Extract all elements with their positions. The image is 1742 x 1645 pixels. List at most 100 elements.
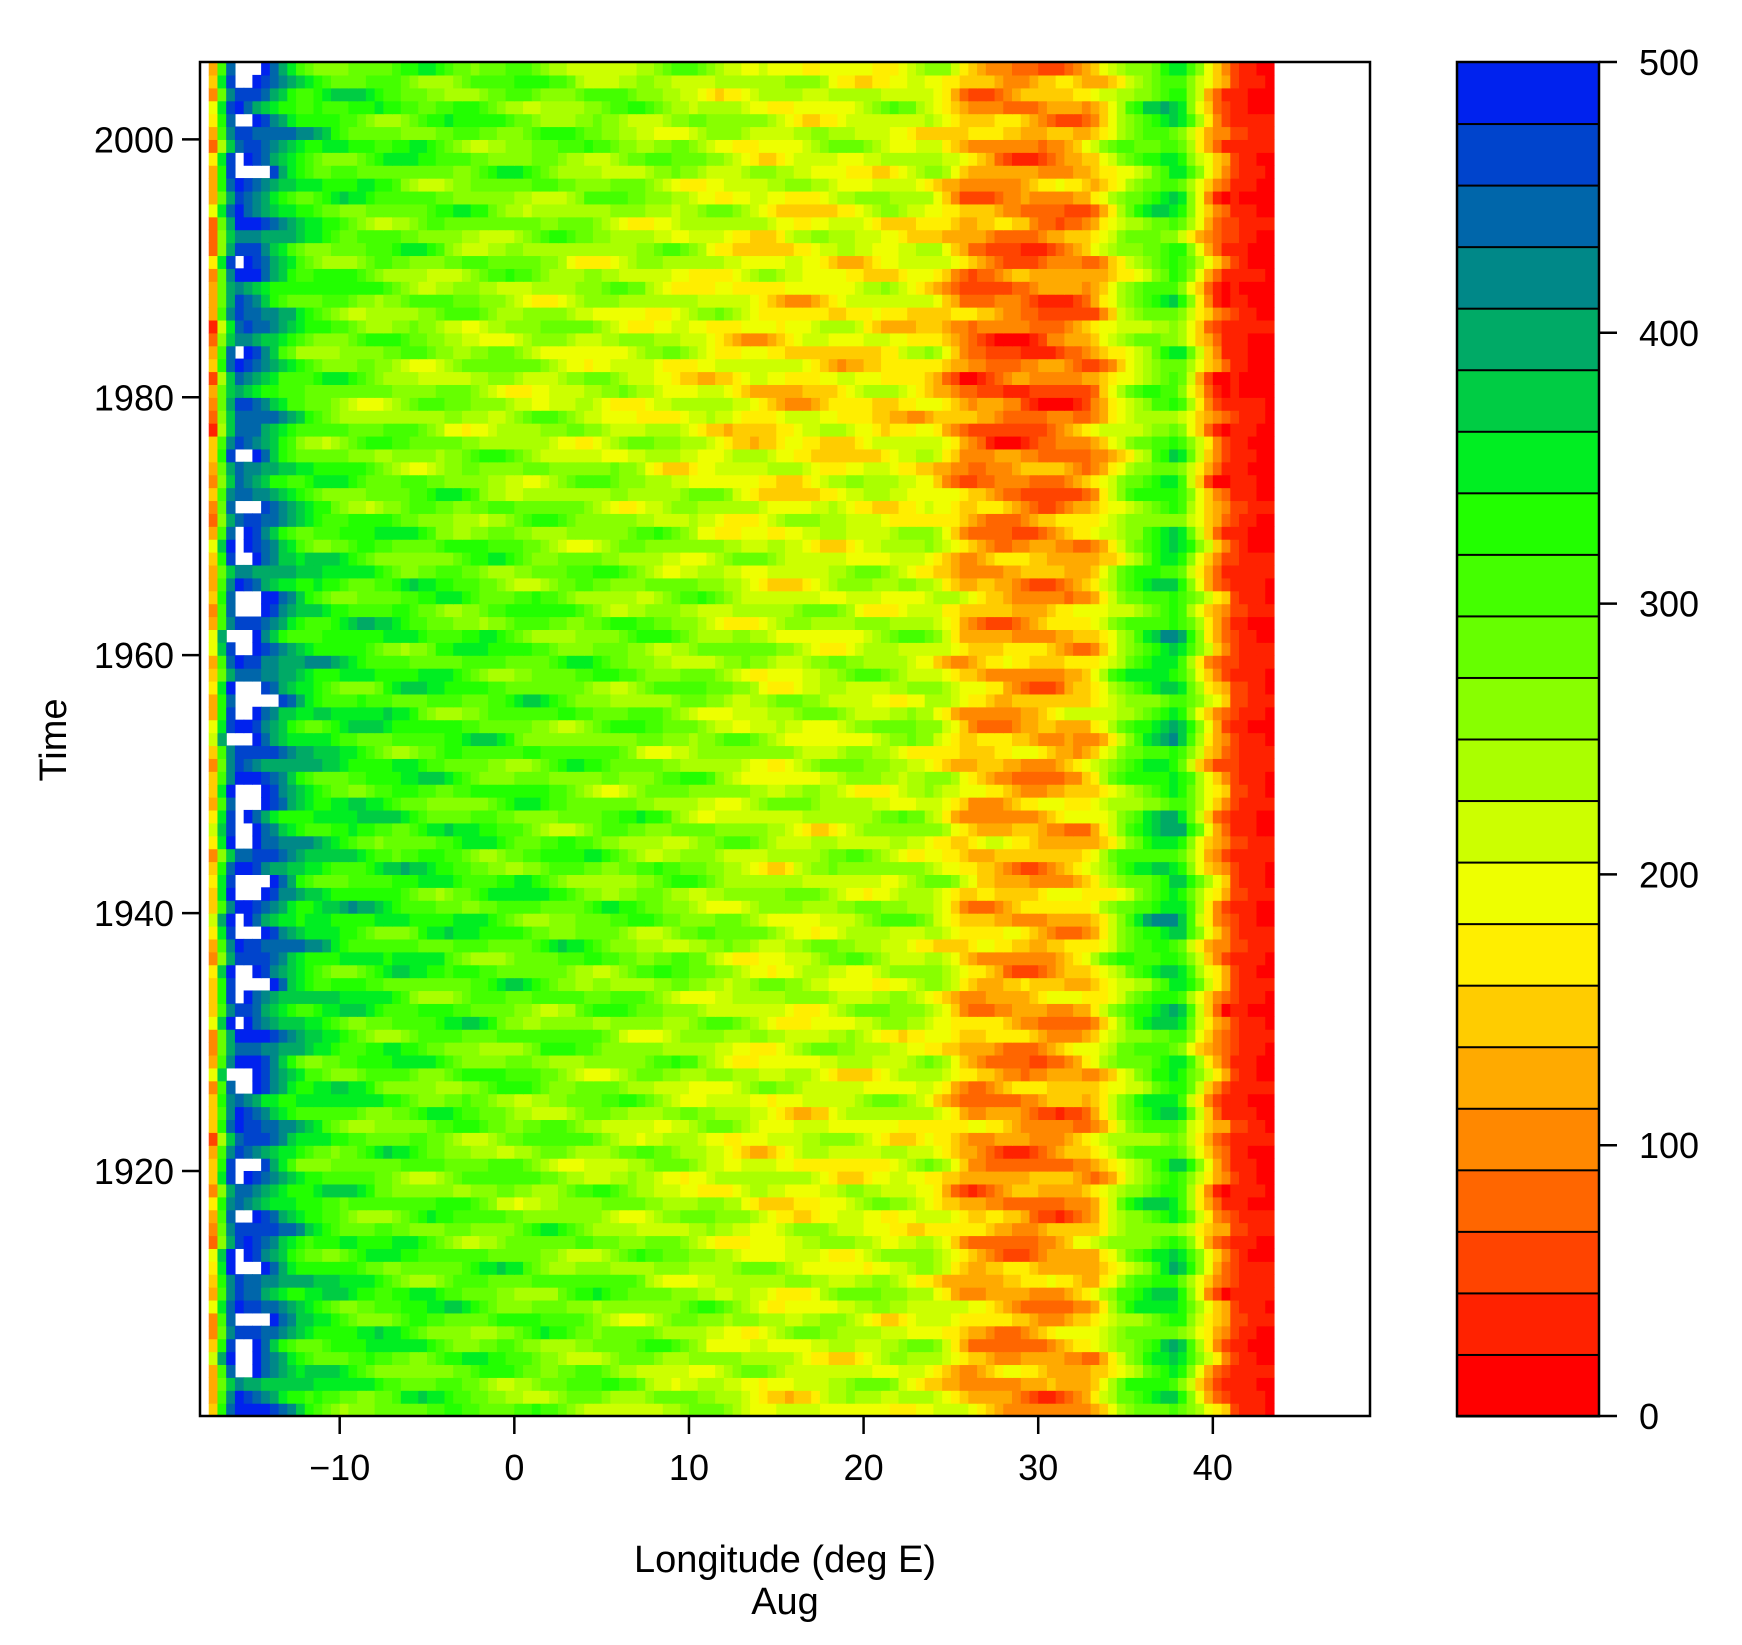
heatmap-cell <box>1064 1042 1074 1056</box>
heatmap-cell <box>819 1196 830 1211</box>
heatmap-cell <box>549 1274 559 1288</box>
heatmap-cell <box>217 977 227 992</box>
heatmap-cell <box>1134 913 1144 927</box>
heatmap-cell <box>688 887 699 901</box>
heatmap-cell <box>287 1390 297 1404</box>
heatmap-cell <box>1247 1196 1258 1211</box>
heatmap-cell <box>872 1312 882 1327</box>
heatmap-cell <box>374 1132 384 1146</box>
heatmap-cell <box>706 1132 716 1146</box>
heatmap-cell <box>1108 1325 1118 1340</box>
heatmap-cell <box>968 1209 978 1224</box>
heatmap-cell <box>1177 1261 1188 1275</box>
heatmap-cell <box>330 1364 341 1378</box>
heatmap-cell <box>566 1351 577 1366</box>
heatmap-cell <box>261 1145 271 1159</box>
heatmap-cell <box>881 1093 891 1108</box>
heatmap-cell <box>278 1132 288 1146</box>
heatmap-cell <box>1116 1042 1127 1056</box>
heatmap-cell <box>1151 887 1162 901</box>
heatmap-cell <box>627 990 638 1004</box>
heatmap-cell <box>942 1029 952 1043</box>
heatmap-cell <box>1134 1274 1144 1288</box>
heatmap-cell <box>907 1054 917 1069</box>
heatmap-cell <box>531 1325 542 1340</box>
heatmap-cell <box>636 900 646 914</box>
heatmap-cell <box>409 1170 419 1185</box>
heatmap-cell <box>1046 1080 1057 1095</box>
heatmap-cell <box>1012 1377 1022 1391</box>
heatmap-cell <box>601 913 611 927</box>
heatmap-cell <box>217 1183 227 1198</box>
heatmap-cell <box>374 887 384 901</box>
heatmap-cell <box>837 1145 847 1159</box>
heatmap-cell <box>435 1287 446 1301</box>
heatmap-cell <box>453 1093 463 1108</box>
heatmap-cell <box>296 1287 306 1301</box>
heatmap-cell <box>392 1106 402 1121</box>
heatmap-cell <box>400 1093 411 1108</box>
heatmap-cell <box>1046 913 1057 927</box>
heatmap-cell <box>296 964 306 979</box>
heatmap-cell <box>610 1080 620 1095</box>
heatmap-cell <box>348 925 358 940</box>
heatmap-cell <box>776 1003 786 1017</box>
heatmap-cell <box>750 938 760 953</box>
heatmap-cell <box>1003 1106 1013 1121</box>
heatmap-cell <box>1081 1132 1092 1146</box>
heatmap-cell <box>968 1106 978 1121</box>
heatmap-cell <box>322 1183 332 1198</box>
heatmap-cell <box>601 1235 611 1249</box>
heatmap-cell <box>383 913 393 927</box>
heatmap-cell <box>907 1235 917 1249</box>
heatmap-cell <box>400 1029 411 1043</box>
heatmap-cell <box>418 1351 428 1366</box>
heatmap-cell <box>863 1067 873 1082</box>
heatmap-cell <box>968 1364 978 1378</box>
heatmap-cell <box>348 1325 358 1340</box>
heatmap-cell <box>357 951 367 966</box>
heatmap-cell <box>802 1235 812 1249</box>
heatmap-cell <box>723 1003 734 1017</box>
heatmap-cell <box>427 1261 437 1275</box>
heatmap-cell <box>1046 1016 1057 1030</box>
heatmap-cell <box>418 874 428 888</box>
heatmap-cell <box>531 1016 542 1030</box>
heatmap-cell <box>924 1338 935 1353</box>
heatmap-cell <box>601 990 611 1004</box>
heatmap-cell <box>549 964 559 979</box>
heatmap-cell <box>208 1325 219 1340</box>
heatmap-cell <box>942 1003 952 1017</box>
heatmap-cell <box>680 1145 690 1159</box>
heatmap-cell <box>872 1261 882 1275</box>
heatmap-cell <box>1239 1183 1249 1198</box>
heatmap-cell <box>959 938 969 953</box>
heatmap-cell <box>1073 977 1083 992</box>
heatmap-cell <box>706 1093 716 1108</box>
heatmap-cell <box>750 1325 760 1340</box>
heatmap-cell <box>575 1145 585 1159</box>
heatmap-cell <box>907 1183 917 1198</box>
heatmap-cell <box>313 1042 323 1056</box>
heatmap-cell <box>575 1351 585 1366</box>
heatmap-cell <box>907 1042 917 1056</box>
heatmap-cell <box>1239 977 1249 992</box>
heatmap-cell <box>479 1029 489 1043</box>
heatmap-cell <box>1151 1054 1162 1069</box>
heatmap-cell <box>994 1106 1004 1121</box>
heatmap-cell <box>313 913 323 927</box>
heatmap-cell <box>654 938 664 953</box>
heatmap-cell <box>1064 1158 1074 1172</box>
heatmap-cell <box>697 1325 708 1340</box>
heatmap-cell <box>1195 1067 1205 1082</box>
heatmap-cell <box>907 1093 917 1108</box>
heatmap-cell <box>330 1299 341 1314</box>
heatmap-cell <box>584 925 594 940</box>
heatmap-cell <box>357 887 367 901</box>
heatmap-cell <box>243 1196 253 1211</box>
heatmap-cell <box>671 951 681 966</box>
heatmap-cell <box>1256 1235 1266 1249</box>
heatmap-cell <box>627 1080 638 1095</box>
heatmap-cell <box>339 1351 350 1366</box>
heatmap-cell <box>767 900 777 914</box>
